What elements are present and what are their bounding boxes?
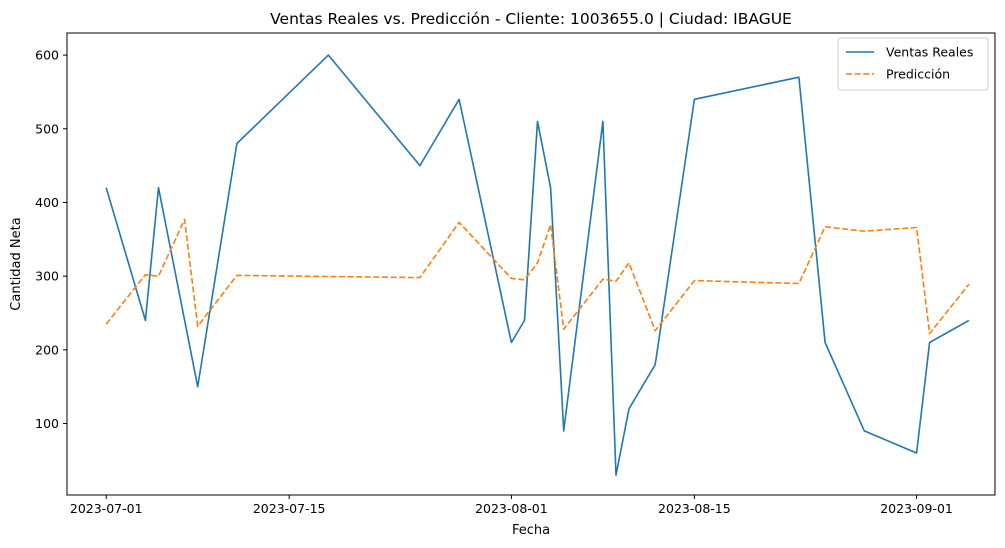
x-axis: 2023-07-01 2023-07-15 2023-08-01 2023-08-15… xyxy=(70,495,953,516)
chart-title: Ventas Reales vs. Predicción - Cliente: … xyxy=(270,10,792,28)
y-tick-label: 200 xyxy=(35,342,59,357)
plot-area xyxy=(105,54,970,476)
series-line-ventas-reales xyxy=(105,54,970,476)
y-tick-label: 500 xyxy=(35,121,59,136)
x-tick-label: 2023-08-01 xyxy=(475,501,548,516)
x-axis-label: Fecha xyxy=(512,523,550,538)
plot-frame xyxy=(66,32,996,496)
y-tick-label: 300 xyxy=(35,269,59,284)
y-axis-label: Cantidad Neta xyxy=(9,217,24,310)
series-line-prediccion xyxy=(105,218,970,335)
y-tick-label: 400 xyxy=(35,195,59,210)
y-axis: 100 200 300 400 500 600 xyxy=(35,48,67,431)
y-tick-label: 100 xyxy=(35,416,59,431)
x-tick-label: 2023-07-15 xyxy=(253,501,326,516)
legend: Ventas Reales Predicción xyxy=(837,37,989,91)
x-tick-label: 2023-09-01 xyxy=(880,501,953,516)
x-tick-label: 2023-08-15 xyxy=(658,501,731,516)
legend-box xyxy=(837,37,989,91)
y-tick-label: 600 xyxy=(35,48,59,63)
legend-label: Predicción xyxy=(886,67,950,82)
legend-label: Ventas Reales xyxy=(886,45,973,60)
x-tick-label: 2023-07-01 xyxy=(70,501,143,516)
